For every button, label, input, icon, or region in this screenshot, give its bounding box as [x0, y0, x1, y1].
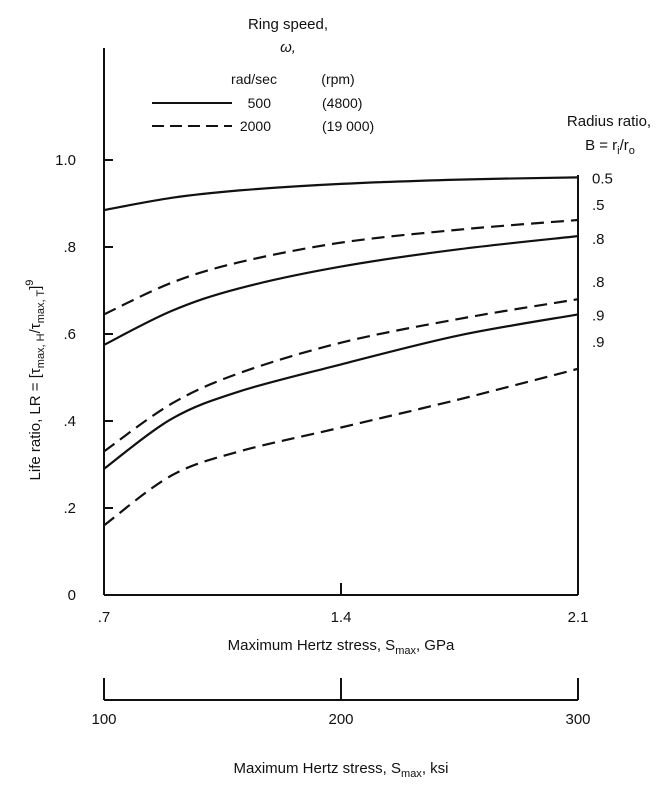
series-end-label: .5: [592, 197, 605, 214]
y-ticks: 0 .2 .4 .6 .8 1.0: [55, 152, 113, 604]
header-col-rad: rad/sec: [231, 71, 277, 87]
y-tick-label: .6: [63, 326, 76, 343]
series-curve-solid: [103, 176, 579, 212]
x-tick-label: 2.1: [568, 609, 589, 626]
y-tick-label: .4: [63, 413, 76, 430]
y-tick-label: .8: [63, 239, 76, 256]
header-col-rpm: (rpm): [321, 71, 354, 87]
legend-rpm: (19 000): [322, 118, 374, 134]
ksi-tick-label: 100: [91, 711, 116, 728]
series-curve-solid: [103, 313, 579, 470]
y-tick-label: .2: [63, 500, 76, 517]
x-ticks: .7 1.4 2.1: [98, 583, 589, 626]
x-tick-label: .7: [98, 609, 111, 626]
series-curve-dashed: [103, 367, 579, 527]
x-tick-label: 1.4: [331, 609, 352, 626]
plot-axes: [103, 48, 579, 701]
header-ring-speed: Ring speed,: [248, 16, 328, 33]
ksi-tick-label: 300: [565, 711, 590, 728]
x-axis-title-ksi: Maximum Hertz stress, Smax, ksi: [234, 760, 449, 780]
series-end-label: 0.5: [592, 170, 613, 187]
header-omega: ω,: [280, 39, 296, 56]
radius-header-line1: Radius ratio,: [567, 113, 651, 130]
series-curve-dashed: [103, 298, 579, 453]
series-curve-solid: [103, 235, 579, 346]
y-tick-label: 1.0: [55, 152, 76, 169]
series-end-label: .8: [592, 274, 605, 291]
radius-header-line2: B = ri/ro: [585, 137, 635, 157]
y-axis-title: Life ratio, LR = [τmax, H/τmax, T]9: [24, 280, 47, 481]
series-curve-dashed: [103, 218, 579, 316]
series-end-label: .9: [592, 307, 605, 324]
legend-rad-sec: 2000: [240, 118, 271, 134]
x-axis-title-gpa: Maximum Hertz stress, Smax, GPa: [228, 637, 455, 657]
ksi-tick-label: 200: [328, 711, 353, 728]
series-curves: 0.5 .5 .8 .8 .9 .9: [103, 170, 613, 527]
y-tick-label: 0: [68, 587, 76, 604]
x-ticks-ksi: 100 200 300: [91, 678, 591, 728]
legend-rpm: (4800): [322, 95, 362, 111]
legend: 500 (4800) 2000 (19 000): [152, 95, 374, 134]
legend-rad-sec: 500: [248, 95, 272, 111]
series-end-label: .9: [592, 334, 605, 351]
series-end-label: .8: [592, 231, 605, 248]
